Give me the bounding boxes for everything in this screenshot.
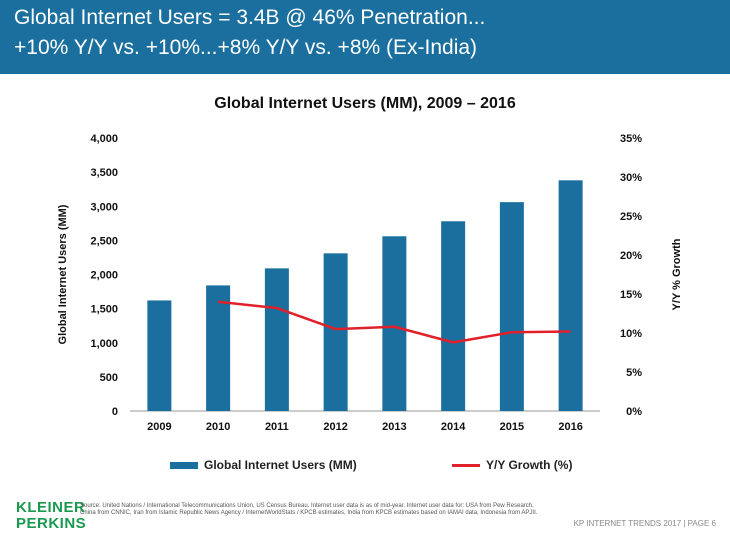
y2-tick-label: 15% xyxy=(620,289,642,301)
x-tick-label: 2014 xyxy=(441,421,466,433)
chart-title: Global Internet Users (MM), 2009 – 2016 xyxy=(214,95,516,112)
slide-header: Global Internet Users = 3.4B @ 46% Penet… xyxy=(0,0,730,74)
source-note: Source: United Nations / International T… xyxy=(80,503,538,516)
y2-tick-label: 10% xyxy=(620,328,642,340)
slide-title-line-1: Global Internet Users = 3.4B @ 46% Penet… xyxy=(14,6,486,29)
y-tick-label: 2,500 xyxy=(90,235,118,247)
bar xyxy=(206,285,231,411)
legend-label-users: Global Internet Users (MM) xyxy=(204,458,357,472)
y2-tick-label: 20% xyxy=(620,250,642,262)
x-tick-label: 2013 xyxy=(382,421,406,433)
legend-item-users: Global Internet Users (MM) xyxy=(170,458,357,472)
x-tick-label: 2011 xyxy=(265,421,289,433)
y-tick-label: 3,500 xyxy=(90,167,118,179)
y-tick-label: 4,000 xyxy=(90,133,118,145)
x-tick-label: 2015 xyxy=(500,421,524,433)
y-tick-label: 0 xyxy=(112,406,118,418)
legend-swatch-bar xyxy=(170,461,198,469)
kleiner-perkins-logo: KLEINER PERKINS xyxy=(16,499,87,532)
bar xyxy=(323,253,348,411)
legend-item-growth: Y/Y Growth (%) xyxy=(452,458,572,472)
y-tick-label: 3,000 xyxy=(90,201,118,213)
bar xyxy=(558,180,583,411)
y2-tick-label: 25% xyxy=(620,211,642,223)
growth-line xyxy=(217,300,571,344)
y-tick-label: 1,500 xyxy=(90,304,118,316)
y2-tick-label: 30% xyxy=(620,172,642,184)
bar xyxy=(147,300,172,411)
bar xyxy=(382,236,407,411)
y2-tick-label: 0% xyxy=(626,406,642,418)
x-tick-label: 2016 xyxy=(558,421,582,433)
y2-tick-label: 35% xyxy=(620,133,642,145)
slide-title-line-2: +10% Y/Y vs. +10%...+8% Y/Y vs. +8% (Ex-… xyxy=(14,36,478,59)
y-tick-label: 1,000 xyxy=(90,338,118,350)
legend-swatch-line xyxy=(452,463,480,467)
x-tick-label: 2010 xyxy=(206,421,230,433)
bar xyxy=(264,268,289,411)
chart-legend: Global Internet Users (MM) Y/Y Growth (%… xyxy=(0,458,730,476)
bar xyxy=(499,202,524,411)
y-tick-label: 500 xyxy=(100,372,118,384)
y-tick-label: 2,000 xyxy=(90,270,118,282)
page-label: KP INTERNET TRENDS 2017 | PAGE 6 xyxy=(573,519,716,528)
x-tick-label: 2012 xyxy=(323,421,347,433)
x-tick-label: 2009 xyxy=(147,421,171,433)
y-axis-label: Global Internet Users (MM) xyxy=(57,204,69,344)
legend-label-growth: Y/Y Growth (%) xyxy=(486,458,573,472)
bar xyxy=(441,221,466,411)
y2-axis-label: Y/Y % Growth xyxy=(671,238,683,310)
y2-tick-label: 5% xyxy=(626,367,642,379)
